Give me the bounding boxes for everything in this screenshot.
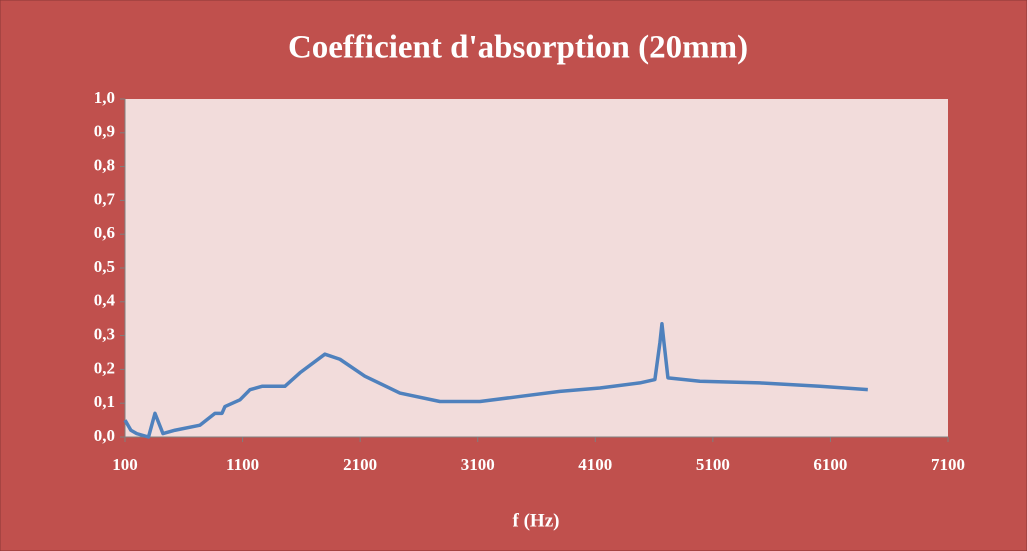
x-tick-label: 5100 [696, 455, 730, 474]
y-tick-label: 0,8 [94, 156, 115, 175]
x-tick-label: 3100 [461, 455, 495, 474]
y-tick-label: 0,4 [94, 291, 116, 310]
x-tick-label: 4100 [578, 455, 612, 474]
y-tick-label: 0,0 [94, 426, 115, 445]
y-tick-label: 0,1 [94, 392, 115, 411]
y-tick-label: 0,5 [94, 257, 115, 276]
x-axis-label: f (Hz) [513, 510, 560, 531]
x-tick-label: 6100 [813, 455, 847, 474]
y-tick-label: 0,6 [94, 223, 115, 242]
plot-area [125, 99, 948, 437]
y-tick-label: 0,2 [94, 358, 115, 377]
x-tick-label: 100 [112, 455, 138, 474]
y-tick-label: 0,7 [94, 189, 116, 208]
y-tick-label: 0,9 [94, 122, 115, 141]
data-line [123, 322, 868, 439]
x-tick-label: 7100 [931, 455, 965, 474]
y-tick-label: 0,3 [94, 325, 115, 344]
x-tick-label: 1100 [226, 455, 259, 474]
x-tick-label: 2100 [343, 455, 377, 474]
y-tick-label: 1,0 [94, 88, 115, 107]
chart-title: Coefficient d'absorption (20mm) [288, 30, 748, 66]
